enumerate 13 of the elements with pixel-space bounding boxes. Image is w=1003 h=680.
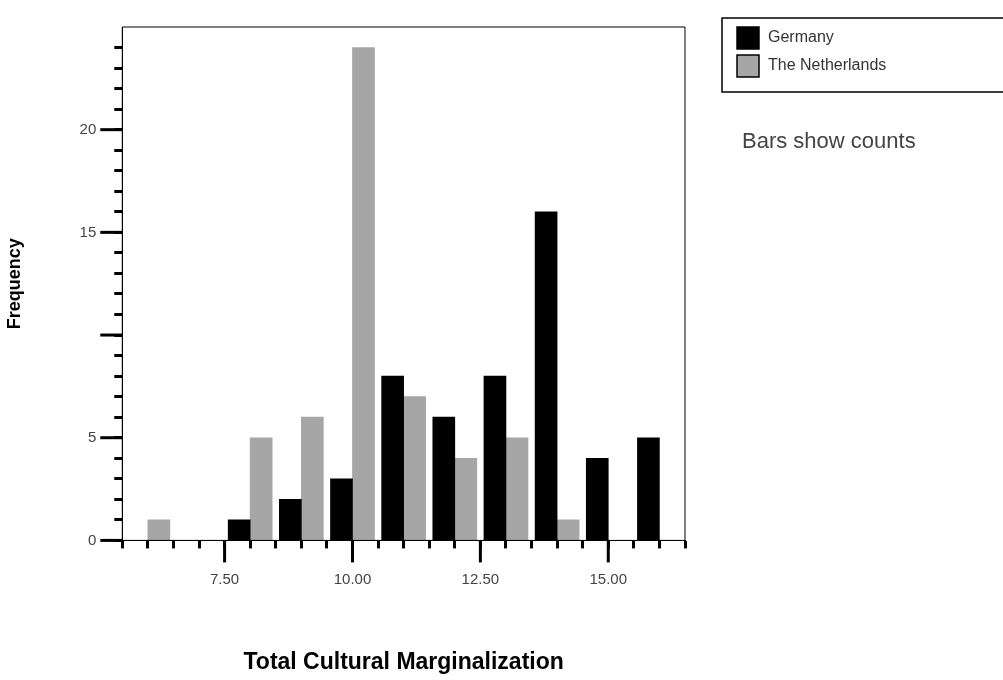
y-tick-label: 5 [87,427,97,445]
x-tick-label: 7.50 [209,569,240,587]
y-tick-label: 0 [87,530,97,548]
text: Bars show counts [742,128,916,154]
y-tick-label: 20 [79,119,97,137]
x-tick-label: 12.50 [461,569,500,587]
legend-label: The Netherlands [768,56,887,74]
x-axis-title: Total Cultural Marginalization [243,647,564,674]
x-tick-label: 15.00 [589,569,628,587]
legend-label: Germany [768,28,834,46]
y-axis-title: Frequency [3,238,24,330]
x-tick-label: 10.00 [333,569,372,587]
y-tick-label: 15 [79,222,97,240]
